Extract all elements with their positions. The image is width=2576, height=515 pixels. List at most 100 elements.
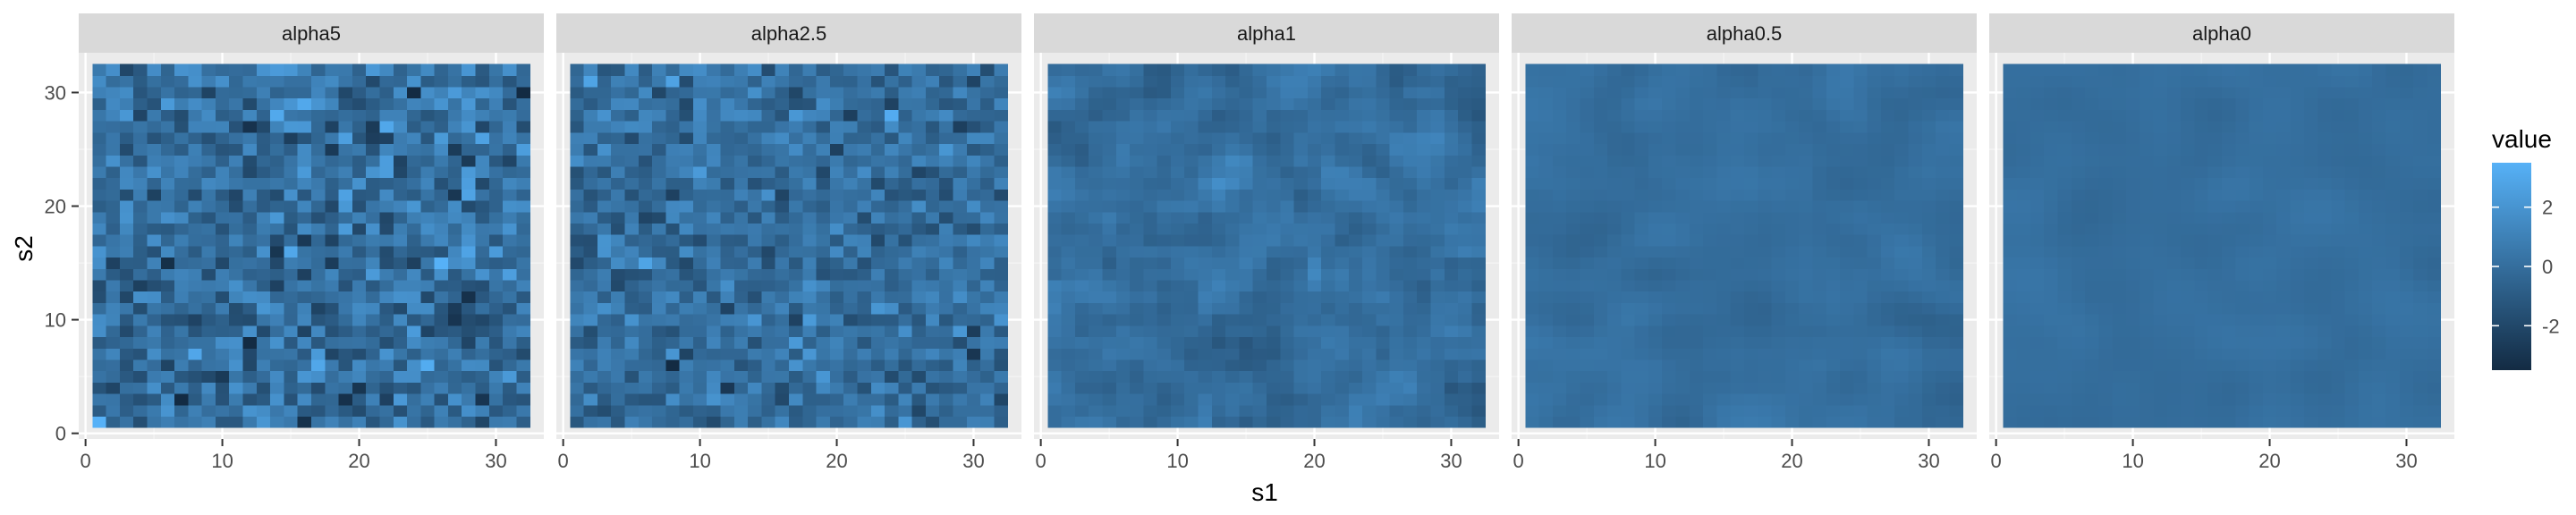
heatmap-tile xyxy=(2044,280,2058,292)
heatmap-tile xyxy=(1389,314,1404,326)
heatmap-tile xyxy=(953,189,968,201)
heatmap-tile xyxy=(1335,246,1350,258)
heatmap-tile xyxy=(1908,166,1923,179)
heatmap-tile xyxy=(325,177,339,190)
heatmap-tile xyxy=(2249,200,2264,213)
heatmap-tile xyxy=(188,302,203,315)
heatmap-tile xyxy=(1853,131,1868,145)
heatmap-tile xyxy=(188,359,203,372)
heatmap-tile xyxy=(242,246,258,258)
heatmap-tile xyxy=(2044,416,2058,428)
heatmap-tile xyxy=(748,325,762,338)
heatmap-tile xyxy=(1198,155,1213,167)
heatmap-tile xyxy=(2098,348,2114,360)
heatmap-tile xyxy=(1566,359,1580,372)
heatmap-tile xyxy=(297,189,312,201)
heatmap-tile xyxy=(707,416,721,428)
heatmap-tile xyxy=(1211,325,1226,338)
heatmap-tile xyxy=(624,268,640,281)
heatmap-tile xyxy=(133,416,148,428)
heatmap-tile xyxy=(2235,291,2250,303)
heatmap-tile xyxy=(816,348,831,360)
heatmap-tile xyxy=(1376,177,1391,190)
heatmap-tile xyxy=(174,416,189,428)
heatmap-tile xyxy=(420,97,436,110)
heatmap-tile xyxy=(1826,359,1841,372)
heatmap-tile xyxy=(679,268,694,281)
heatmap-tile xyxy=(270,121,284,133)
heatmap-tile xyxy=(1921,302,1936,315)
heatmap-tile xyxy=(761,336,776,349)
heatmap-tile xyxy=(2153,223,2168,235)
heatmap-tile xyxy=(1362,314,1377,326)
heatmap-tile xyxy=(1458,280,1472,292)
heatmap-tile xyxy=(1826,121,1841,133)
heatmap-tile xyxy=(1047,131,1062,145)
heatmap-tile xyxy=(2098,211,2114,224)
heatmap-tile xyxy=(1648,131,1663,145)
heatmap-tile xyxy=(1908,348,1923,360)
heatmap-tile xyxy=(2125,63,2140,76)
heatmap-tile xyxy=(1607,189,1622,201)
heatmap-tile xyxy=(2276,234,2291,247)
heatmap-tile xyxy=(2125,97,2140,110)
heatmap-tile xyxy=(911,109,927,122)
heatmap-tile xyxy=(1157,302,1172,315)
heatmap-tile xyxy=(2181,63,2195,76)
heatmap-tile xyxy=(379,97,394,110)
heatmap-tile xyxy=(475,348,490,360)
heatmap-tile xyxy=(1771,302,1786,315)
heatmap-tile xyxy=(802,223,817,235)
heatmap-tile xyxy=(1061,246,1076,258)
heatmap-tile xyxy=(242,302,258,315)
heatmap-tile xyxy=(665,97,681,110)
heatmap-tile xyxy=(1538,348,1554,360)
heatmap-tile xyxy=(1936,314,1950,326)
heatmap-tile xyxy=(1744,268,1758,281)
heatmap-tile xyxy=(1908,246,1923,258)
heatmap-tile xyxy=(2125,234,2140,247)
heatmap-tile xyxy=(720,268,735,281)
heatmap-tile xyxy=(1061,200,1076,213)
heatmap-tile xyxy=(462,189,476,201)
heatmap-tile xyxy=(911,189,927,201)
heatmap-tile xyxy=(133,336,148,349)
heatmap-tile xyxy=(2166,314,2182,326)
heatmap-tile xyxy=(829,359,844,372)
heatmap-tile xyxy=(1348,177,1363,190)
heatmap-tile xyxy=(297,359,312,372)
heatmap-tile xyxy=(1170,416,1185,428)
heatmap-tile xyxy=(1552,121,1567,133)
heatmap-tile xyxy=(1566,223,1580,235)
heatmap-tile xyxy=(2276,63,2291,76)
heatmap-tile xyxy=(665,177,681,190)
heatmap-tile xyxy=(1143,131,1158,145)
heatmap-tile xyxy=(297,131,312,145)
heatmap-tile xyxy=(843,166,858,179)
heatmap-tile xyxy=(1607,370,1622,383)
heatmap-tile xyxy=(707,234,721,247)
heatmap-tile xyxy=(215,382,230,394)
heatmap-tile xyxy=(1130,189,1144,201)
heatmap-tile xyxy=(1130,87,1144,99)
heatmap-tile xyxy=(1211,302,1226,315)
heatmap-tile xyxy=(393,200,408,213)
heatmap-tile xyxy=(1293,155,1309,167)
heatmap-tile xyxy=(665,211,681,224)
heatmap-tile xyxy=(885,382,899,394)
heatmap-tile xyxy=(885,223,899,235)
heatmap-tile xyxy=(1130,348,1144,360)
heatmap-tile xyxy=(857,234,872,247)
heatmap-tile xyxy=(994,382,1009,394)
heatmap-tile xyxy=(1771,336,1786,349)
heatmap-tile xyxy=(2318,155,2332,167)
heatmap-tile xyxy=(2098,246,2114,258)
heatmap-tile xyxy=(652,416,666,428)
heatmap-tile xyxy=(624,189,640,201)
heatmap-tile xyxy=(1744,257,1758,269)
heatmap-tile xyxy=(816,257,831,269)
heatmap-tile xyxy=(1417,189,1431,201)
heatmap-tile xyxy=(1170,143,1185,156)
heatmap-tile xyxy=(679,131,694,145)
heatmap-tile xyxy=(980,75,995,88)
